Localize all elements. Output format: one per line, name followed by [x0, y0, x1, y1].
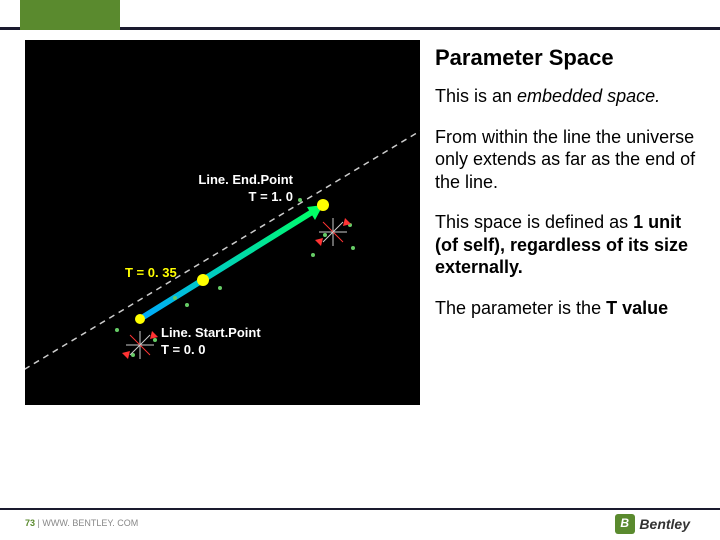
footer-body: 73 | WWW. BENTLEY. COM Bentley	[0, 510, 720, 540]
label-endpoint: Line. End.Point T = 1. 0	[173, 172, 293, 206]
p4-b: T value	[606, 298, 668, 318]
top-bar	[0, 0, 720, 30]
slide-title: Parameter Space	[435, 45, 700, 71]
para-3: This space is defined as 1 unit (of self…	[435, 211, 700, 279]
label-t035: T = 0. 35	[125, 265, 177, 282]
para-2: From within the line the universe only e…	[435, 126, 700, 194]
p1-b: embedded space.	[517, 86, 660, 106]
footer: 73 | WWW. BENTLEY. COM Bentley	[0, 508, 720, 540]
label-startpoint-l1: Line. Start.Point	[161, 325, 261, 340]
logo-text: Bentley	[639, 516, 690, 532]
para-1: This is an embedded space.	[435, 85, 700, 108]
content: Parameter Space This is an embedded spac…	[435, 40, 700, 405]
label-startpoint: Line. Start.Point T = 0. 0	[161, 325, 261, 359]
p1-a: This is an	[435, 86, 517, 106]
slide-body: Line. End.Point T = 1. 0 T = 0. 35 Line.…	[0, 30, 720, 405]
footer-url: WWW. BENTLEY. COM	[42, 518, 138, 528]
p3-a: This space is defined as	[435, 212, 633, 232]
page-number: 73	[25, 518, 35, 528]
green-tab	[20, 0, 120, 30]
label-endpoint-l1: Line. End.Point	[198, 172, 293, 187]
label-endpoint-l2: T = 1. 0	[249, 189, 293, 204]
label-startpoint-l2: T = 0. 0	[161, 342, 205, 357]
footer-left: 73 | WWW. BENTLEY. COM	[25, 518, 138, 528]
para-4: The parameter is the T value	[435, 297, 700, 320]
logo-icon	[615, 514, 635, 534]
p4-a: The parameter is the	[435, 298, 606, 318]
bentley-logo: Bentley	[615, 514, 690, 534]
diagram: Line. End.Point T = 1. 0 T = 0. 35 Line.…	[25, 40, 420, 405]
